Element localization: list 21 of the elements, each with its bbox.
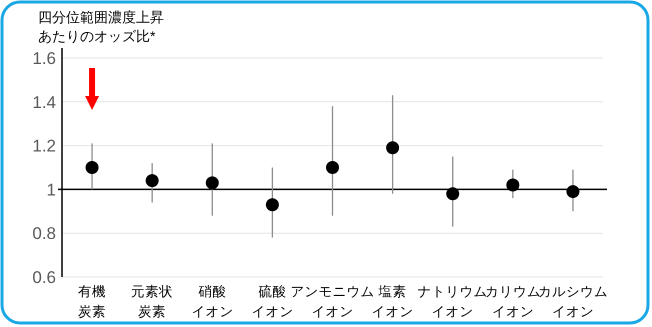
y-tick-label: 0.6: [32, 268, 56, 287]
x-tick-label: アンモニウムイオン: [290, 284, 374, 319]
point: [326, 161, 339, 174]
point: [446, 187, 460, 200]
y-tick-label: 1.6: [32, 49, 56, 68]
point: [566, 185, 580, 198]
x-tick-label: 有機炭素: [78, 284, 106, 319]
y-tick-label: 0.8: [32, 224, 56, 244]
y-tick-label: 1.4: [32, 92, 56, 112]
point: [206, 176, 219, 190]
point: [266, 198, 279, 212]
y-tick-label: 1: [46, 180, 56, 200]
x-tick-label: 元素状炭素: [131, 284, 174, 319]
point: [386, 141, 400, 154]
y-tick-label: 1.2: [32, 136, 56, 156]
point: [146, 174, 159, 188]
x-tick-label: 硝酸イオン: [191, 284, 234, 319]
point: [506, 178, 520, 192]
point: [86, 161, 99, 174]
y-axis-title: 四分位範囲濃度上昇あたりのオッズ比*: [38, 8, 165, 46]
x-tick-label: 塩素イオン: [372, 284, 414, 319]
